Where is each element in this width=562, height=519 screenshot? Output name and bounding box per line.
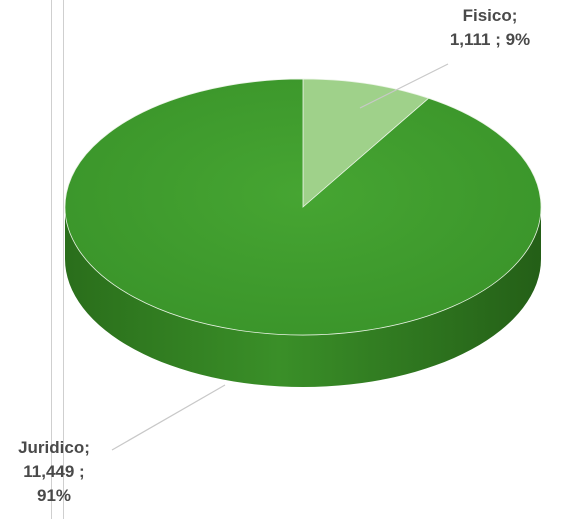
data-label-fisico: Fisico; 1,111 ; 9% (430, 4, 550, 52)
frame-line-inner (63, 0, 64, 519)
frame-line-left (51, 0, 52, 519)
data-label-fisico-value: 1,111 ; 9% (449, 30, 531, 49)
data-label-fisico-name: Fisico; (462, 6, 518, 25)
leader-line-juridico (111, 384, 226, 451)
leader-line-fisico (359, 63, 449, 109)
data-label-juridico-value: 11,449 ; (23, 462, 85, 481)
pie-slice-fisico (302, 78, 430, 208)
data-label-juridico-percent: 91% (36, 486, 72, 505)
data-label-juridico-name: Juridico; (18, 438, 90, 457)
pie-slice-juridico (64, 78, 542, 336)
data-label-juridico: Juridico; 11,449 ; 91% (2, 436, 106, 508)
pie-side-wall (65, 207, 541, 387)
